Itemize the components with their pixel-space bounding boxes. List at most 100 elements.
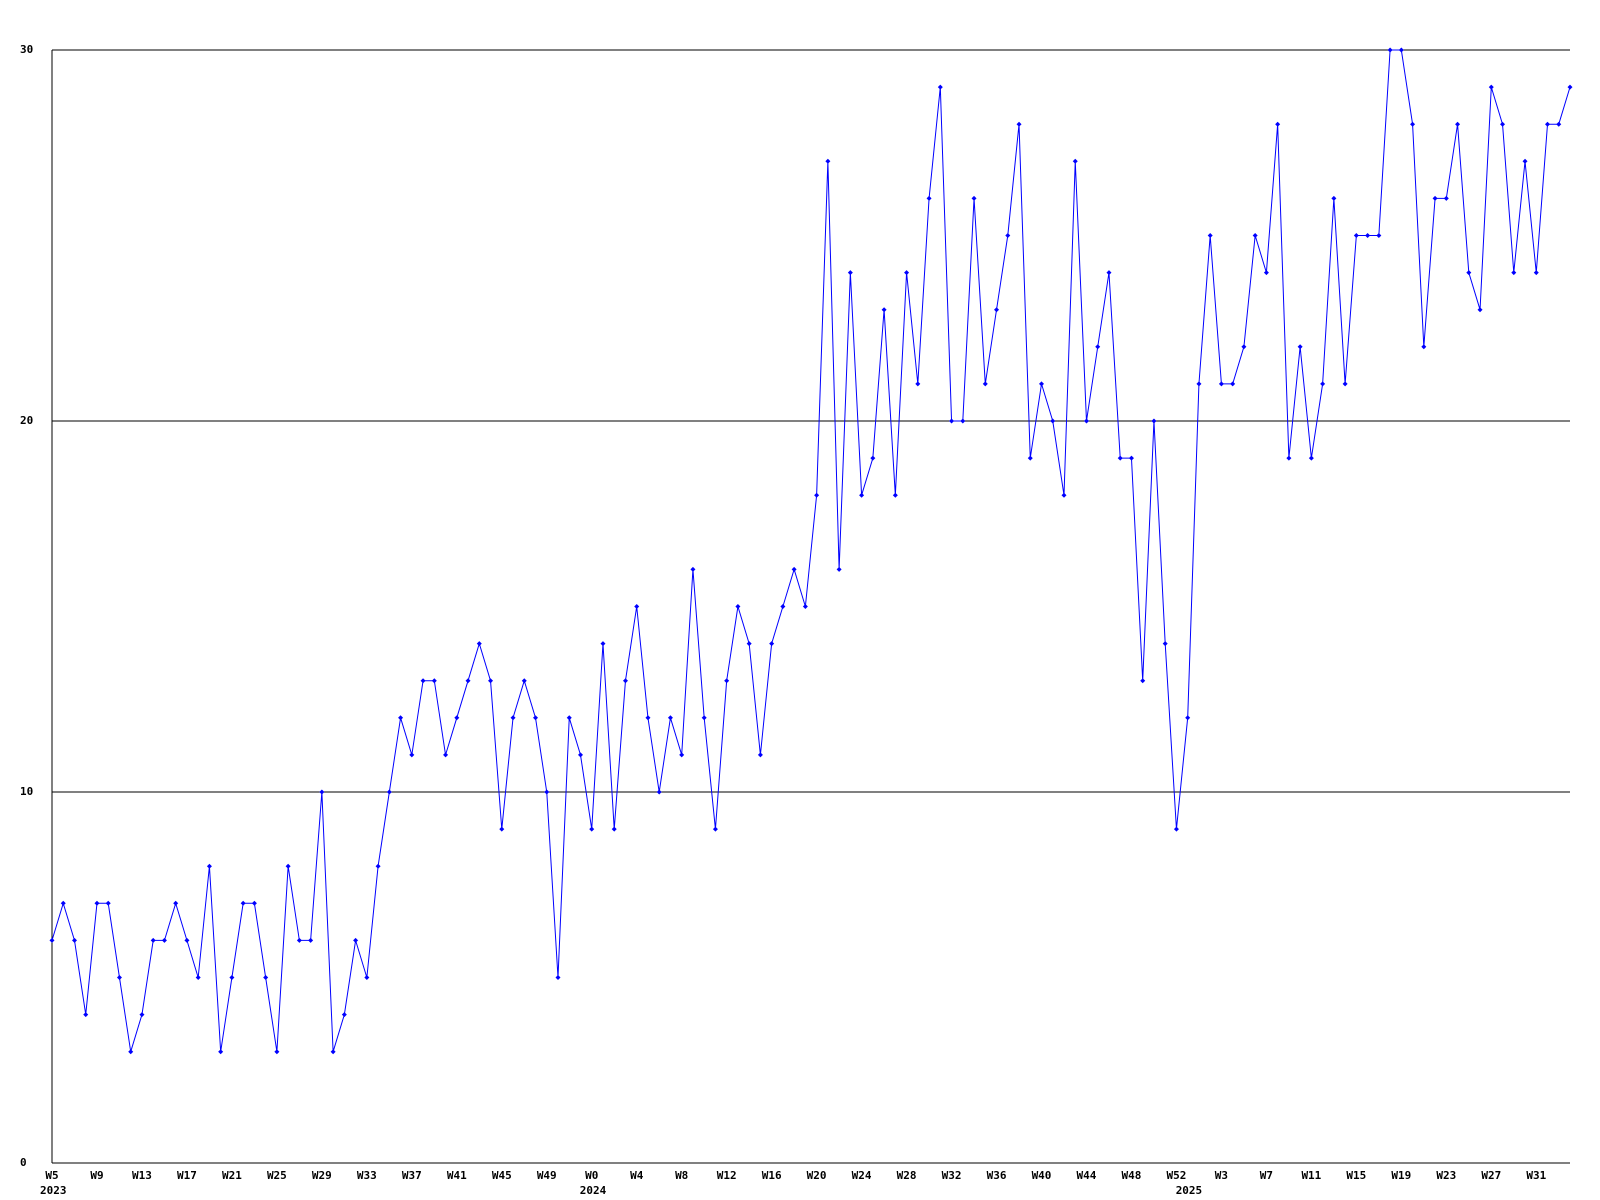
data-point (1308, 455, 1314, 461)
data-point (881, 307, 887, 313)
x-tick-label: W48 (1122, 1169, 1142, 1182)
data-point (240, 900, 246, 906)
data-point (420, 678, 426, 684)
data-point (94, 900, 100, 906)
x-tick-label: W27 (1481, 1169, 1501, 1182)
x-tick-label: W52 (1167, 1169, 1187, 1182)
data-point (308, 937, 314, 943)
data-point (330, 1049, 336, 1055)
data-point (1016, 121, 1022, 127)
data-point (1263, 270, 1269, 276)
data-line (51, 49, 1571, 1052)
x-tick-label: W21 (222, 1169, 242, 1182)
data-point (1398, 47, 1404, 53)
data-point (1387, 47, 1393, 53)
x-tick-label: W33 (357, 1169, 377, 1182)
x-tick-label: W4 (630, 1169, 644, 1182)
data-point (1421, 344, 1427, 350)
data-point (1342, 381, 1348, 387)
x-tick-label: W15 (1346, 1169, 1366, 1182)
data-point (319, 789, 325, 795)
data-point (566, 715, 572, 721)
data-point (1455, 121, 1461, 127)
data-point (139, 1012, 145, 1018)
data-point (1511, 270, 1517, 276)
data-point (285, 863, 291, 869)
x-tick-label: W49 (537, 1169, 557, 1182)
data-point (409, 752, 415, 758)
data-point (1286, 455, 1292, 461)
x-tick-label: W8 (675, 1169, 688, 1182)
data-point (476, 641, 482, 647)
data-point (1128, 455, 1134, 461)
y-tick-label: 30 (20, 43, 33, 56)
data-point (735, 604, 741, 609)
data-point (544, 789, 550, 795)
data-point (791, 566, 797, 572)
data-point (533, 715, 539, 721)
data-point (105, 900, 111, 906)
data-point (375, 863, 381, 869)
data-point (398, 715, 404, 721)
data-point (296, 937, 302, 943)
data-point (1061, 492, 1067, 498)
x-tick-label: W20 (807, 1169, 827, 1182)
data-point (488, 678, 494, 684)
data-point (1500, 121, 1506, 127)
data-point (173, 900, 179, 906)
data-point (1230, 381, 1236, 387)
data-point (656, 789, 662, 795)
data-point (1185, 715, 1191, 721)
data-point (195, 975, 201, 980)
x-tick-label: W0 (585, 1169, 598, 1182)
data-point (701, 715, 707, 721)
x-tick-label: W3 (1215, 1169, 1228, 1182)
data-point (1106, 270, 1112, 276)
data-point (128, 1049, 134, 1055)
data-point (1196, 381, 1202, 387)
data-point (1275, 121, 1281, 127)
data-point (1567, 84, 1573, 90)
year-label: 2025 (1176, 1184, 1203, 1197)
data-point (622, 678, 628, 684)
data-point (892, 492, 898, 498)
data-point (353, 937, 359, 943)
data-point (1556, 121, 1562, 127)
data-point (645, 715, 651, 721)
data-point (364, 975, 370, 980)
x-tick-label: W32 (942, 1169, 962, 1182)
x-tick-label: W31 (1526, 1169, 1546, 1182)
data-point (1072, 158, 1078, 164)
data-point (847, 270, 853, 276)
data-point (443, 752, 449, 758)
x-tick-label: W17 (177, 1169, 197, 1182)
data-point (1466, 270, 1472, 276)
data-point (1005, 233, 1011, 238)
x-tick-label: W40 (1032, 1169, 1052, 1182)
data-point (1241, 344, 1247, 350)
data-point (251, 900, 257, 906)
data-point (667, 715, 673, 721)
data-point (499, 826, 505, 832)
data-point (1140, 678, 1146, 684)
data-point (982, 381, 988, 387)
data-point (465, 678, 471, 684)
data-point (206, 863, 212, 869)
data-point (1545, 121, 1551, 127)
data-point (161, 937, 167, 943)
data-point (431, 678, 437, 684)
data-point (1376, 233, 1382, 238)
data-point (555, 975, 561, 980)
data-point (1353, 233, 1359, 238)
data-point (859, 492, 865, 498)
x-tick-label: W7 (1260, 1169, 1273, 1182)
data-point (71, 937, 77, 943)
data-point (904, 270, 910, 276)
data-point (960, 418, 966, 424)
data-point (746, 641, 752, 647)
data-point (1488, 84, 1494, 90)
x-tick-label: W23 (1436, 1169, 1456, 1182)
data-point (870, 455, 876, 461)
data-point (521, 678, 527, 684)
